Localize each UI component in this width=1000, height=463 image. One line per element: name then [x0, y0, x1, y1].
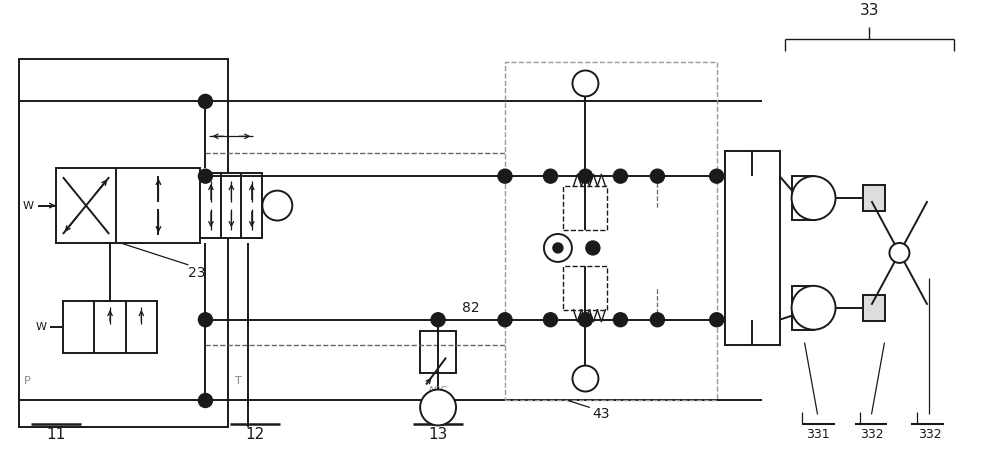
- Circle shape: [792, 176, 836, 220]
- Circle shape: [572, 366, 598, 392]
- Text: 82: 82: [462, 301, 480, 315]
- Circle shape: [578, 313, 592, 327]
- Circle shape: [498, 313, 512, 327]
- Text: 23: 23: [188, 266, 206, 280]
- Circle shape: [572, 70, 598, 96]
- Bar: [19, 58, 228, 427]
- Bar: [792, 176, 814, 220]
- Circle shape: [543, 169, 557, 183]
- Circle shape: [198, 394, 212, 407]
- Circle shape: [262, 191, 292, 220]
- Text: 33: 33: [860, 3, 879, 18]
- Circle shape: [498, 169, 512, 183]
- Circle shape: [650, 313, 664, 327]
- Text: W: W: [22, 200, 33, 211]
- Bar: [725, 151, 780, 344]
- Circle shape: [710, 313, 724, 327]
- Circle shape: [198, 313, 212, 327]
- Circle shape: [198, 169, 212, 183]
- Text: 11: 11: [46, 427, 65, 442]
- Text: ACC: ACC: [428, 386, 448, 395]
- Circle shape: [198, 94, 212, 108]
- Text: 332: 332: [918, 428, 941, 441]
- Circle shape: [543, 313, 557, 327]
- Circle shape: [431, 313, 445, 327]
- Bar: [420, 331, 456, 373]
- Bar: [200, 173, 262, 238]
- Bar: [792, 286, 814, 330]
- Circle shape: [578, 169, 592, 183]
- Circle shape: [544, 234, 572, 262]
- Bar: [56, 168, 200, 243]
- Text: 13: 13: [428, 427, 448, 442]
- Circle shape: [650, 169, 664, 183]
- Text: 43: 43: [592, 407, 609, 421]
- Circle shape: [889, 243, 909, 263]
- Circle shape: [553, 243, 563, 253]
- Bar: [863, 185, 885, 211]
- Circle shape: [710, 169, 724, 183]
- Text: W: W: [35, 322, 46, 332]
- Text: T: T: [235, 375, 242, 386]
- Circle shape: [586, 241, 600, 255]
- Circle shape: [613, 313, 627, 327]
- Circle shape: [792, 286, 836, 330]
- Bar: [863, 295, 885, 321]
- Text: 12: 12: [246, 427, 265, 442]
- Text: 331: 331: [806, 428, 829, 441]
- Text: P: P: [24, 375, 31, 386]
- Bar: [63, 301, 157, 353]
- Text: 332: 332: [860, 428, 883, 441]
- Circle shape: [420, 389, 456, 425]
- Circle shape: [613, 169, 627, 183]
